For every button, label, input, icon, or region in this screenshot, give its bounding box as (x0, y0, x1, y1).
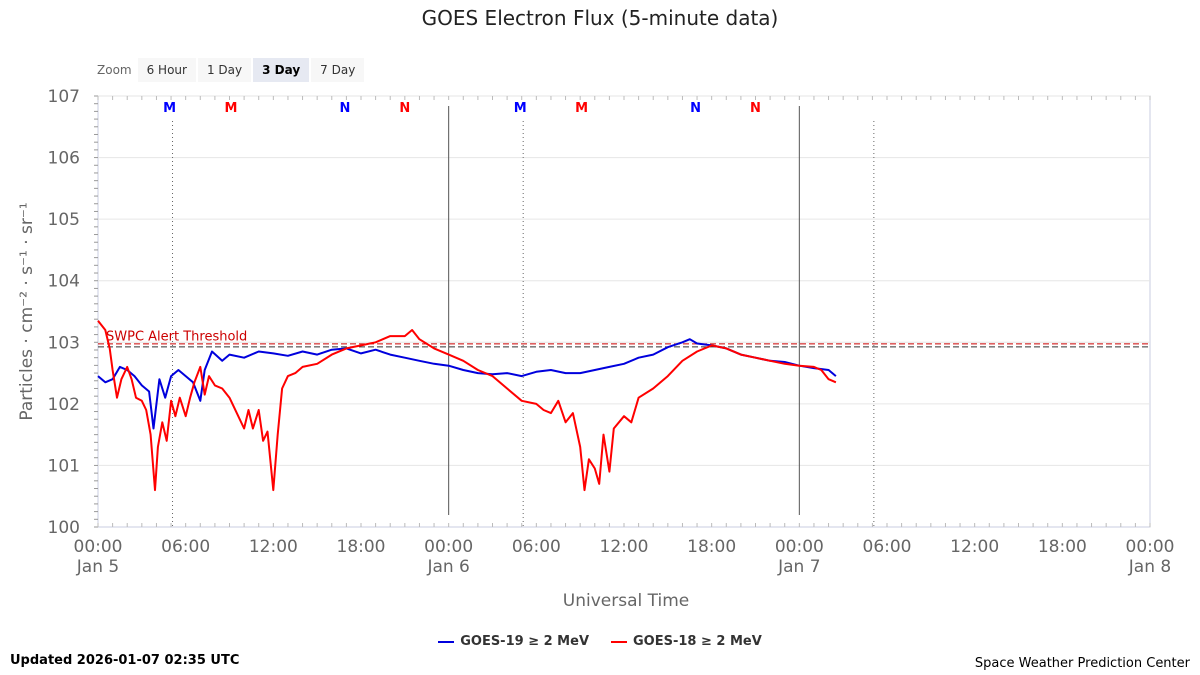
y-tick-label: 107 (48, 87, 80, 107)
legend-label-goes19: GOES-19 ≥ 2 MeV (460, 634, 589, 649)
x-tick-label: 00:00 (424, 537, 473, 557)
x-tick-label: 00:00 (1126, 537, 1175, 557)
local-time-marker: N (750, 101, 761, 116)
x-tick-label: 18:00 (1038, 537, 1087, 557)
y-axis-title: Particles · cm⁻² · s⁻¹ · sr⁻¹ (17, 202, 37, 420)
y-tick-label: 101 (48, 456, 80, 476)
y-tick-label: 104 (48, 272, 80, 292)
local-time-marker: N (690, 101, 701, 116)
x-tick-label: 06:00 (512, 537, 561, 557)
chart-title: GOES Electron Flux (5-minute data) (421, 6, 779, 30)
series-lines (97, 320, 837, 492)
local-time-marker: N (339, 101, 350, 116)
series-line-goes19 (97, 338, 837, 430)
x-tick-label: 12:00 (249, 537, 298, 557)
x-tick-label: 06:00 (863, 537, 912, 557)
local-time-marker: N (399, 101, 410, 116)
x-tick-date: Jan 8 (1128, 557, 1171, 577)
x-tick-label: 00:00 (74, 537, 123, 557)
credit-text: Space Weather Prediction Center (974, 656, 1190, 671)
legend-swatch-goes18 (611, 640, 627, 643)
y-tick-label: 102 (48, 395, 80, 415)
threshold-label: SWPC Alert Threshold (106, 329, 247, 344)
legend-swatch-goes19 (438, 640, 455, 643)
zoom-7-day-button[interactable]: 7 Day (311, 58, 365, 82)
x-tick-label: 00:00 (775, 537, 824, 557)
zoom-1-day-button[interactable]: 1 Day (197, 58, 252, 82)
x-tick-label: 06:00 (161, 537, 210, 557)
y-tick-label: 103 (48, 333, 80, 353)
reference-lines: SWPC Alert Threshold (98, 106, 1150, 527)
x-tick-date: Jan 6 (426, 557, 469, 577)
local-time-marker: M (224, 101, 237, 116)
y-tick-label: 105 (48, 210, 80, 230)
x-tick-label: 18:00 (687, 537, 736, 557)
x-tick-date: Jan 5 (76, 557, 119, 577)
legend-item-goes19[interactable]: GOES-19 ≥ 2 MeV (438, 634, 589, 649)
legend-label-goes18: GOES-18 ≥ 2 MeV (633, 634, 762, 649)
x-axis-title: Universal Time (563, 591, 689, 611)
plot-frame (97, 95, 1151, 528)
legend-item-goes18[interactable]: GOES-18 ≥ 2 MeV (611, 634, 762, 649)
legend: GOES-19 ≥ 2 MeV GOES-18 ≥ 2 MeV (0, 634, 1200, 649)
grid-lines (97, 95, 1151, 528)
x-tick-date: Jan 7 (777, 557, 820, 577)
x-tick-label: 12:00 (950, 537, 999, 557)
x-tick-label: 12:00 (600, 537, 649, 557)
y-tick-label: 106 (48, 149, 80, 169)
local-time-marker: M (514, 101, 527, 116)
local-time-marker: M (163, 101, 176, 116)
zoom-selector: Zoom 6 Hour 1 Day 3 Day 7 Day (92, 58, 366, 82)
x-tick-label: 18:00 (337, 537, 386, 557)
zoom-label: Zoom (97, 63, 132, 77)
zoom-6-hour-button[interactable]: 6 Hour (137, 58, 196, 82)
y-tick-label: 100 (48, 518, 80, 538)
updated-timestamp: Updated 2026-01-07 02:35 UTC (10, 653, 240, 668)
series-line-goes18 (97, 320, 837, 492)
local-time-marker: M (575, 101, 588, 116)
zoom-3-day-button[interactable]: 3 Day (253, 58, 310, 82)
